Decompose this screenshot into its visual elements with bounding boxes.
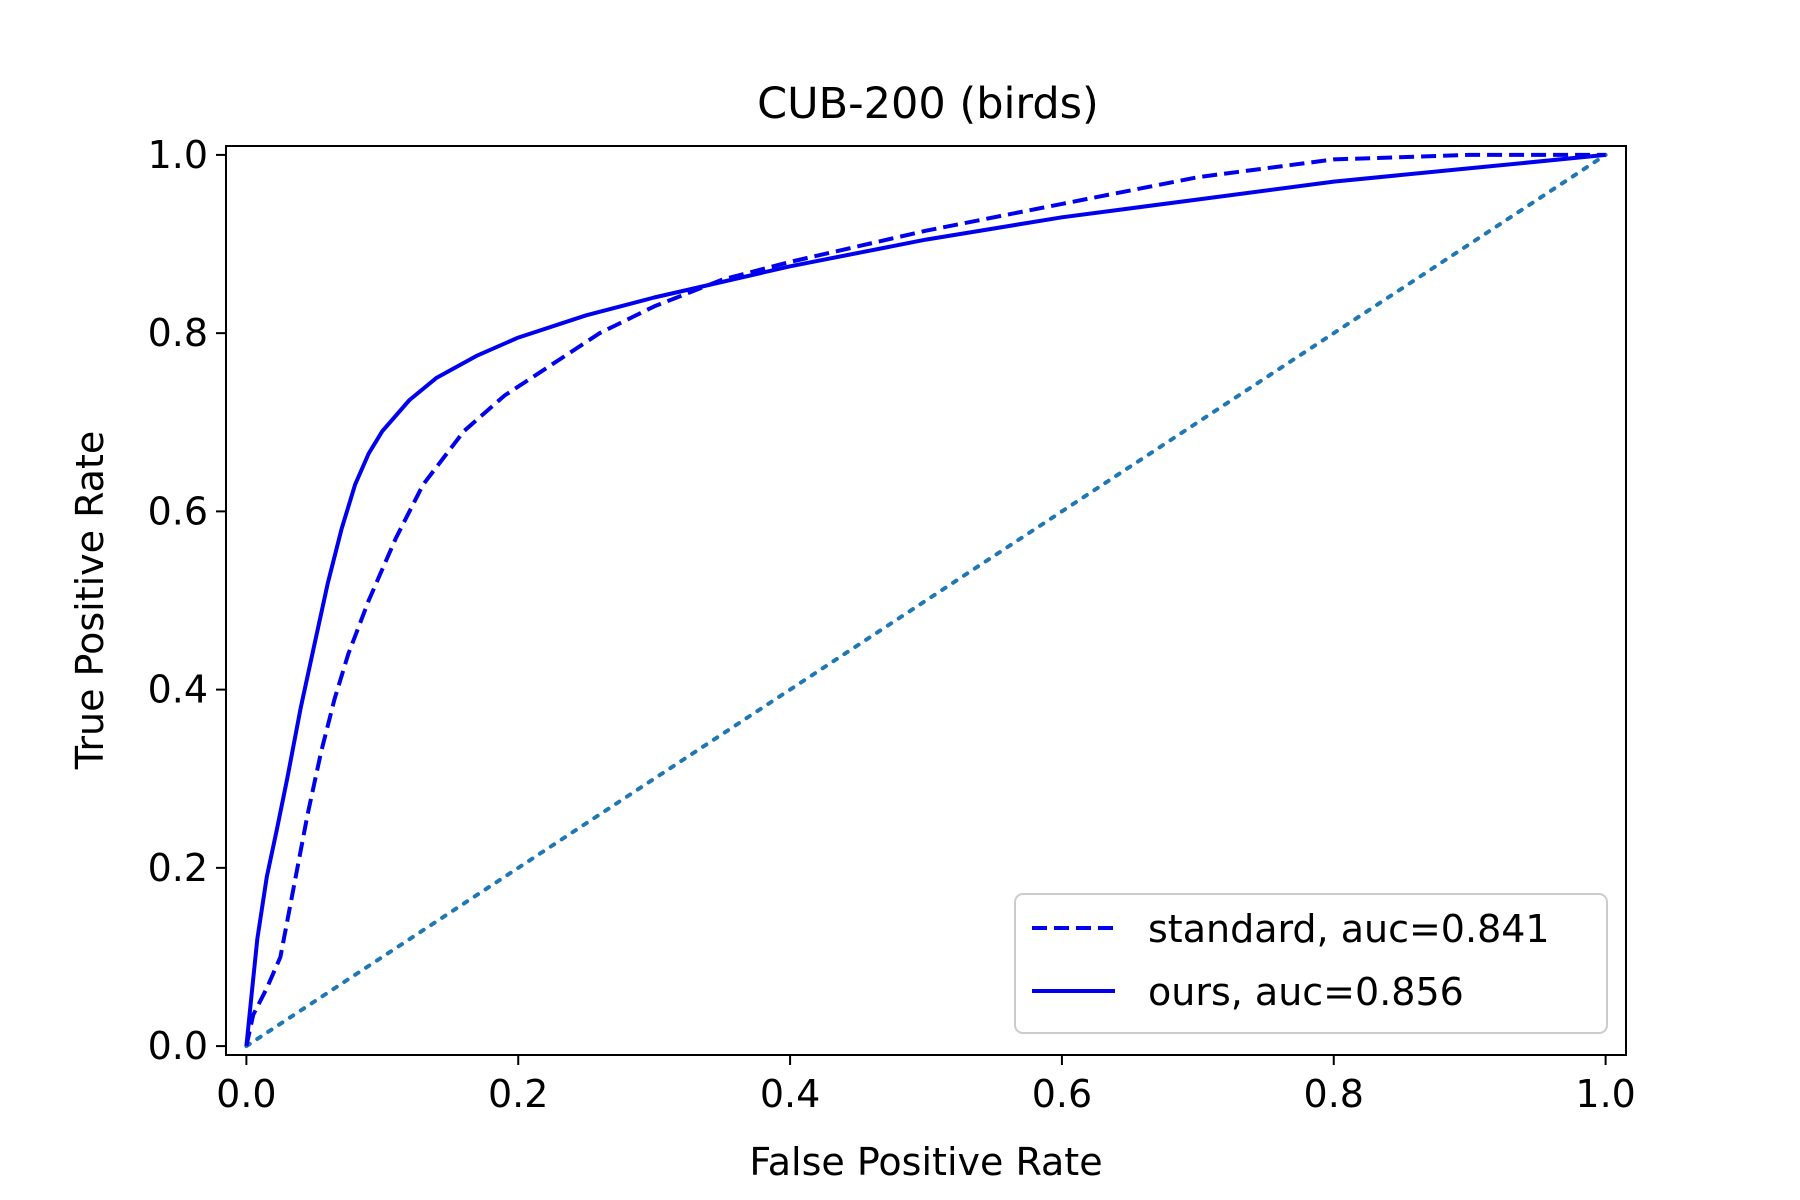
y-tick-label: 0.8 (148, 311, 208, 355)
x-tick-label: 0.0 (216, 1072, 276, 1116)
x-tick-label: 0.8 (1304, 1072, 1364, 1116)
legend: standard, auc=0.841 ours, auc=0.856 (1014, 893, 1608, 1034)
legend-label-standard: standard, auc=0.841 (1148, 907, 1550, 951)
legend-label-ours: ours, auc=0.856 (1148, 970, 1464, 1014)
y-tick-label: 1.0 (148, 133, 208, 177)
y-axis-label: True Positive Rate (68, 431, 112, 771)
x-axis-ticks: 0.0 0.2 0.4 0.6 0.8 1.0 (216, 1055, 1636, 1116)
y-tick-label: 0.0 (148, 1024, 208, 1068)
x-tick-label: 0.6 (1032, 1072, 1092, 1116)
chance-diagonal-line (244, 152, 1608, 1049)
series-layer (244, 152, 1608, 1049)
y-axis-ticks: 0.0 0.2 0.4 0.6 0.8 1.0 (148, 133, 226, 1068)
legend-box (1014, 893, 1608, 1034)
plot-area (225, 145, 1627, 1056)
x-tick-label: 0.2 (488, 1072, 548, 1116)
y-tick-label: 0.2 (148, 846, 208, 890)
x-tick-label: 0.4 (760, 1072, 820, 1116)
series-line-ours (244, 152, 1606, 1047)
y-tick-label: 0.4 (148, 668, 208, 712)
series-line-standard (244, 152, 1606, 1047)
chart-title: CUB-200 (birds) (757, 79, 1099, 129)
y-tick-label: 0.6 (148, 489, 208, 533)
x-tick-label: 1.0 (1575, 1072, 1635, 1116)
x-axis-label: False Positive Rate (749, 1140, 1102, 1184)
axes-frame (225, 145, 1627, 1056)
